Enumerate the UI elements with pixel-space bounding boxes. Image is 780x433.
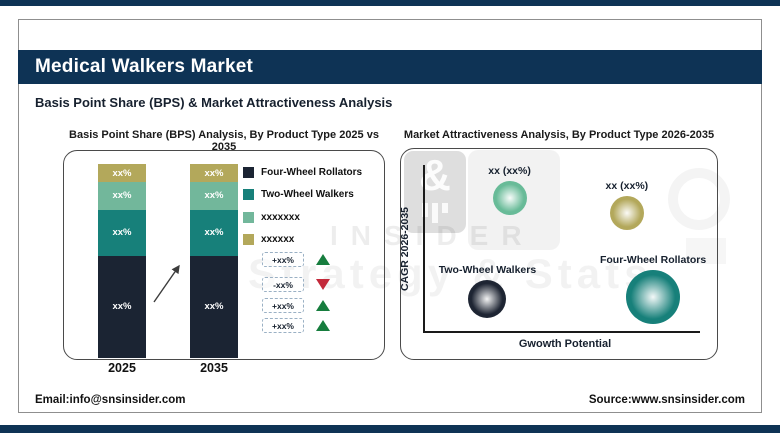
stacked-bar-2025: xx% xx% xx% xx% xyxy=(98,164,146,358)
top-accent-bar xyxy=(0,0,780,6)
change-indicator-row: +xx% xyxy=(262,318,330,333)
change-indicator-row: -xx% xyxy=(262,277,330,292)
change-value-box: +xx% xyxy=(262,318,304,333)
bottom-accent-bar xyxy=(0,425,780,433)
bar-segment: xx% xyxy=(98,182,146,210)
legend-label: Four-Wheel Rollators xyxy=(261,166,363,178)
legend-item: xxxxxx xyxy=(243,229,362,252)
bubble-label: Two-Wheel Walkers xyxy=(438,263,537,276)
y-axis-line xyxy=(423,165,425,333)
x-axis-label: Gwowth Potential xyxy=(518,338,612,350)
bar-segment: xx% xyxy=(190,255,238,358)
bubble-label: xx (xx%) xyxy=(605,180,649,193)
bar-segment: xx% xyxy=(190,182,238,210)
bubble-point xyxy=(609,196,644,231)
attractiveness-chart-panel xyxy=(400,148,718,360)
title-bar: Medical Walkers Market xyxy=(18,50,762,84)
bps-chart-panel xyxy=(63,150,385,360)
triangle-down-icon xyxy=(316,279,330,290)
bubble-point xyxy=(492,181,527,216)
change-value-box: +xx% xyxy=(262,298,304,313)
change-value-box: +xx% xyxy=(262,252,304,267)
attractiveness-chart-title: Market Attractiveness Analysis, By Produ… xyxy=(403,129,715,141)
change-indicator-row: +xx% xyxy=(262,252,330,267)
legend-item: xxxxxxx xyxy=(243,206,362,229)
legend-swatch-icon xyxy=(243,166,254,178)
change-value-box: -xx% xyxy=(262,277,304,292)
legend-label: xxxxxxx xyxy=(261,211,300,223)
triangle-up-icon xyxy=(316,254,330,265)
growth-trend-arrow-icon xyxy=(153,264,180,303)
change-indicator-row: +xx% xyxy=(262,298,330,313)
bps-chart-title: Basis Point Share (BPS) Analysis, By Pro… xyxy=(69,129,379,153)
legend-swatch-icon xyxy=(243,189,254,201)
triangle-up-icon xyxy=(316,300,330,311)
bubble-label: xx (xx%) xyxy=(488,165,531,178)
bubble-point xyxy=(468,279,507,318)
bar-segment: xx% xyxy=(98,164,146,183)
bar-segment: xx% xyxy=(98,209,146,256)
footer-email: Email:info@snsinsider.com xyxy=(35,394,186,406)
content-frame xyxy=(18,19,762,413)
bubble-label: Four-Wheel Rollators xyxy=(599,253,707,266)
bar-segment: xx% xyxy=(190,164,238,183)
category-label-2025: 2025 xyxy=(108,361,136,375)
bubble-point xyxy=(626,269,681,324)
page-subtitle: Basis Point Share (BPS) & Market Attract… xyxy=(35,95,393,110)
page-title: Medical Walkers Market xyxy=(35,56,254,77)
legend-item: Four-Wheel Rollators xyxy=(243,161,362,184)
triangle-up-icon xyxy=(316,320,330,331)
legend-swatch-icon xyxy=(243,211,254,223)
stacked-bar-2035: xx% xx% xx% xx% xyxy=(190,164,238,358)
bps-legend: Four-Wheel Rollators Two-Wheel Walkers xxx… xyxy=(243,161,362,251)
x-axis-line xyxy=(423,331,700,333)
category-label-2035: 2035 xyxy=(200,361,228,375)
legend-label: xxxxxx xyxy=(261,234,295,246)
footer-source: Source:www.snsinsider.com xyxy=(588,394,745,406)
bar-segment: xx% xyxy=(190,209,238,256)
legend-label: Two-Wheel Walkers xyxy=(261,189,354,201)
legend-item: Two-Wheel Walkers xyxy=(243,184,362,207)
legend-swatch-icon xyxy=(243,234,254,246)
y-axis-label: CAGR 2026-2035 xyxy=(399,206,411,292)
bar-segment: xx% xyxy=(98,255,146,358)
